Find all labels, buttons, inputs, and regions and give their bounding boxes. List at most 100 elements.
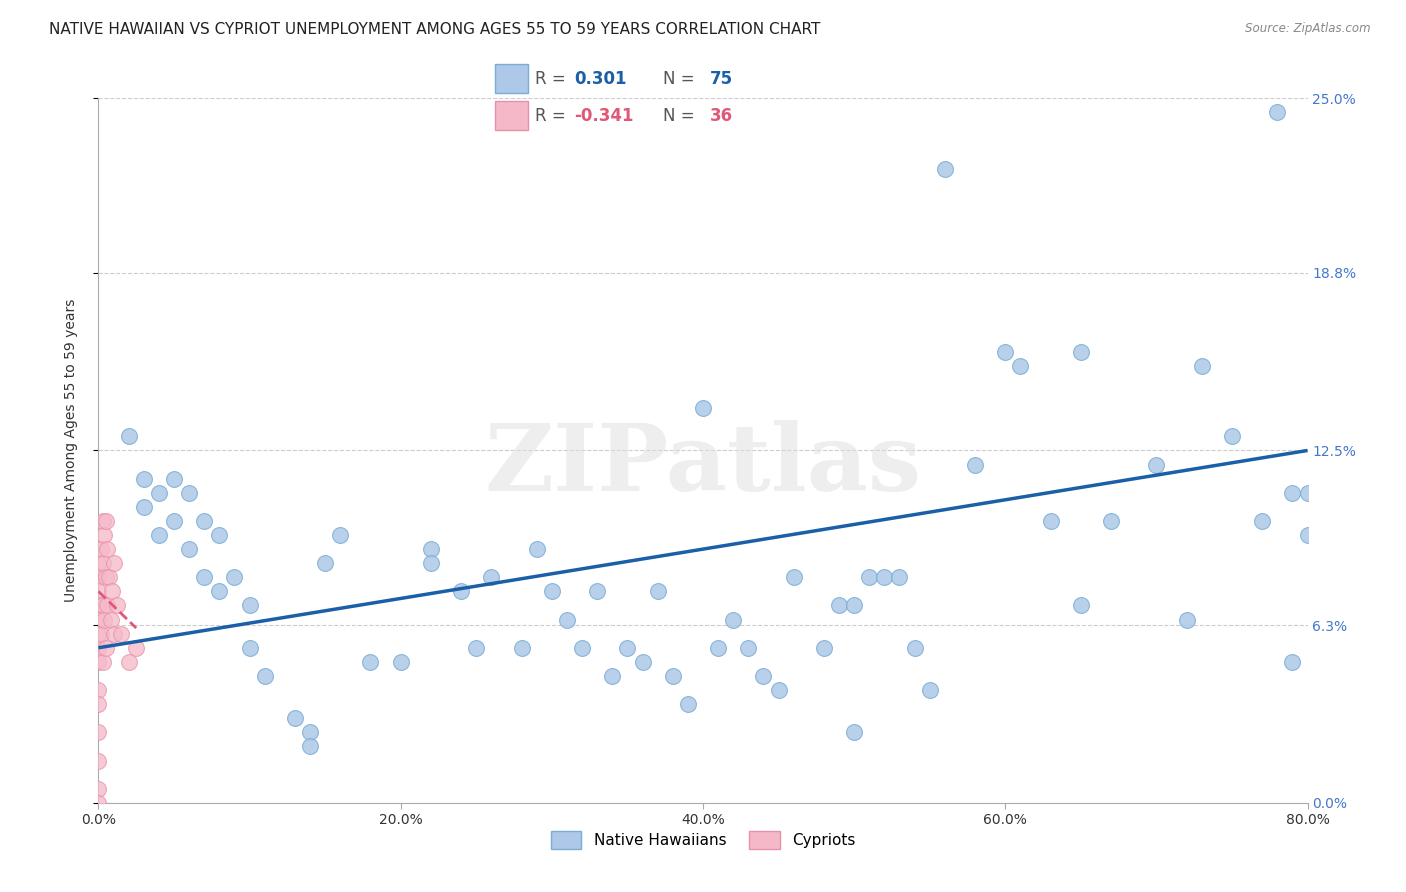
Point (768, 683, 790, 698)
Point (1144, 458, 1167, 472)
Point (179, 542, 201, 557)
Point (1251, 514, 1274, 528)
Point (90, 542, 112, 557)
Point (844, 725, 866, 739)
Text: R =: R = (534, 107, 571, 125)
Point (723, 613, 745, 627)
Point (844, 599, 866, 613)
Point (105, 599, 128, 613)
Point (510, 640, 533, 655)
Point (87, 697, 110, 711)
Point (87, 584, 110, 599)
Point (94, 570, 117, 584)
Point (90, 626, 112, 640)
Point (647, 584, 669, 599)
Point (208, 528, 231, 542)
Point (87, 683, 110, 698)
FancyBboxPatch shape (495, 64, 529, 94)
Y-axis label: Unemployment Among Ages 55 to 59 years: Unemployment Among Ages 55 to 59 years (63, 299, 77, 602)
Text: ZIPatlas: ZIPatlas (485, 419, 921, 509)
Point (87, 556, 110, 570)
Point (904, 640, 927, 655)
Point (91, 655, 114, 669)
Point (193, 514, 215, 528)
Point (828, 599, 851, 613)
Point (526, 542, 548, 557)
Point (934, 161, 956, 176)
Point (110, 626, 132, 640)
Point (91, 556, 114, 570)
Point (1220, 429, 1243, 443)
Point (224, 570, 246, 584)
Text: R =: R = (534, 70, 571, 87)
Point (125, 640, 148, 655)
Point (571, 640, 593, 655)
Point (91, 599, 114, 613)
Point (118, 655, 141, 669)
Point (87, 613, 110, 627)
Point (299, 739, 322, 754)
Text: N =: N = (664, 107, 700, 125)
Point (314, 556, 336, 570)
Legend: Native Hawaiians, Cypriots: Native Hawaiians, Cypriots (544, 825, 862, 855)
Point (148, 528, 170, 542)
Point (284, 711, 307, 725)
Text: 75: 75 (710, 70, 733, 87)
Point (1267, 105, 1289, 120)
Point (96, 599, 118, 613)
Point (100, 613, 122, 627)
Point (420, 556, 443, 570)
Point (208, 584, 231, 599)
Point (103, 556, 125, 570)
Text: N =: N = (664, 70, 700, 87)
Point (602, 669, 624, 683)
Point (94, 640, 117, 655)
Point (87, 754, 110, 768)
Point (389, 655, 412, 669)
Point (87, 655, 110, 669)
Point (87, 725, 110, 739)
Point (98, 570, 121, 584)
Point (1296, 528, 1319, 542)
Point (253, 669, 276, 683)
Point (239, 640, 262, 655)
Point (360, 655, 382, 669)
Point (1070, 344, 1092, 359)
Point (994, 344, 1017, 359)
Point (676, 697, 699, 711)
Point (661, 669, 683, 683)
Point (103, 626, 125, 640)
Point (737, 640, 759, 655)
Point (450, 584, 472, 599)
Point (87, 570, 110, 584)
Point (1010, 359, 1032, 373)
Point (96, 542, 118, 557)
Point (329, 528, 352, 542)
Point (91, 514, 114, 528)
Text: -0.341: -0.341 (574, 107, 634, 125)
Point (965, 458, 987, 472)
Point (1191, 359, 1213, 373)
Point (87, 640, 110, 655)
Point (540, 584, 562, 599)
Point (889, 570, 911, 584)
Point (179, 485, 201, 500)
Point (93, 613, 115, 627)
Point (93, 528, 115, 542)
Point (465, 640, 488, 655)
Point (616, 640, 638, 655)
Point (707, 640, 730, 655)
Text: Source: ZipAtlas.com: Source: ZipAtlas.com (1246, 22, 1371, 36)
Point (163, 472, 186, 486)
Point (631, 655, 654, 669)
Point (1099, 514, 1122, 528)
Point (692, 401, 714, 416)
Point (163, 514, 186, 528)
Point (148, 485, 170, 500)
Point (87, 626, 110, 640)
Point (813, 640, 835, 655)
Text: 0.301: 0.301 (574, 70, 627, 87)
Point (101, 584, 124, 599)
Point (1039, 514, 1062, 528)
Text: NATIVE HAWAIIAN VS CYPRIOT UNEMPLOYMENT AMONG AGES 55 TO 59 YEARS CORRELATION CH: NATIVE HAWAIIAN VS CYPRIOT UNEMPLOYMENT … (49, 22, 821, 37)
